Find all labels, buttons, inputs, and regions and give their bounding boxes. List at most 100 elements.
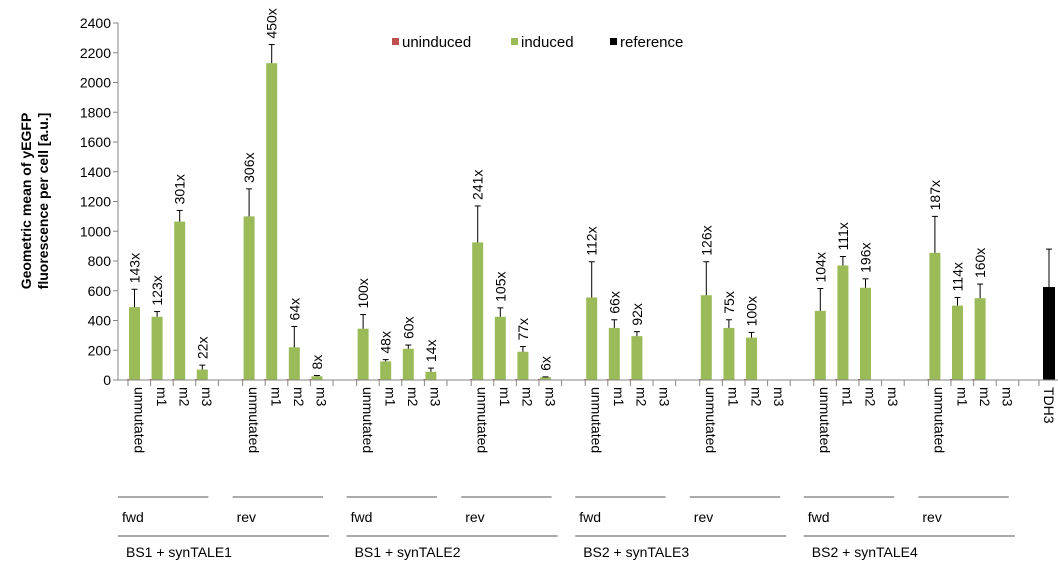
bar-induced — [608, 327, 620, 380]
y-axis: 0 200 400 600 800 1000 1200 1400 1600 1800 2000 220… — [80, 15, 119, 388]
group-label: BS2 + synTALE3 — [583, 544, 689, 560]
bar-induced — [746, 337, 757, 380]
bar-induced — [357, 328, 369, 380]
bar-induced — [174, 221, 186, 380]
x-tick-label: m1 — [497, 387, 513, 407]
x-tick-label: m3 — [542, 387, 558, 407]
fold-change-label: 105x — [492, 271, 508, 301]
fold-change-label: 196x — [858, 242, 874, 272]
bar-induced — [631, 336, 643, 380]
bar-induced — [814, 310, 826, 380]
group-label: BS1 + synTALE2 — [355, 544, 461, 560]
x-tick-label: m2 — [862, 387, 878, 407]
x-tick-label: unmutated — [246, 387, 262, 453]
bar-reference — [1043, 287, 1055, 380]
x-tick-label: m1 — [954, 387, 970, 407]
fold-change-label: 111x — [835, 222, 851, 250]
fold-change-label: 241x — [470, 170, 486, 200]
subgroup-label: fwd — [122, 509, 144, 525]
bar-induced — [837, 265, 849, 380]
legend: uninduced induced reference — [392, 34, 683, 51]
y-tick-label: 2000 — [80, 75, 111, 91]
x-tick-label: m3 — [428, 387, 444, 407]
bar-induced — [540, 377, 551, 380]
bar-induced — [700, 295, 712, 380]
fold-change-label: 301x — [172, 174, 188, 204]
bar-induced — [402, 348, 414, 380]
legend-swatch — [610, 38, 617, 45]
x-tick-label: m1 — [840, 387, 856, 407]
legend-label: reference — [620, 34, 683, 51]
x-tick-label: m2 — [291, 387, 307, 407]
group-labels: fwd rev fwd rev fwd rev fwd rev BS1 + synTALE1 BS… — [118, 496, 1015, 560]
fold-change-label: 114x — [950, 262, 966, 291]
y-tick-label: 800 — [88, 253, 112, 269]
x-tick-label: unmutated — [817, 387, 833, 453]
fold-change-label: 75x — [721, 291, 737, 314]
x-tick-label: unmutated — [360, 387, 376, 453]
y-axis-title-line: Geometric mean of yEGFP — [18, 113, 34, 290]
x-tick-label: m1 — [269, 387, 285, 407]
fold-change-label: 48x — [378, 331, 394, 354]
subgroup-label: fwd — [808, 509, 830, 525]
fold-change-label: 100x — [355, 278, 371, 308]
y-tick-label: 1000 — [80, 223, 111, 239]
bar-induced — [723, 327, 735, 380]
group-label: BS1 + synTALE1 — [126, 544, 232, 560]
x-tick-label: m1 — [726, 387, 742, 407]
bar-induced — [929, 252, 941, 380]
fold-change-label: 92x — [629, 303, 645, 326]
y-tick-label: 1200 — [80, 194, 111, 210]
bar-induced — [494, 316, 506, 380]
x-tick-label: m2 — [177, 387, 193, 407]
fold-change-label: 60x — [400, 316, 416, 339]
fold-change-label: 6x — [538, 356, 554, 371]
fold-change-label: 123x — [149, 275, 165, 305]
x-axis: unmutated m1 m2 m3 unmutated m1 m2 m3 unmutated m… — [118, 379, 1058, 453]
legend-swatch — [392, 38, 399, 45]
x-tick-label: unmutated — [589, 387, 605, 453]
bar-induced — [974, 298, 986, 380]
x-tick-label: TDH3 — [1041, 387, 1057, 424]
bar-induced — [425, 371, 437, 380]
fold-change-label: 104x — [812, 252, 828, 282]
x-tick-label: m3 — [771, 387, 787, 407]
x-tick-label: m2 — [748, 387, 764, 407]
fold-change-label: 187x — [927, 180, 943, 210]
y-tick-label: 600 — [88, 283, 112, 299]
y-tick-label: 0 — [103, 372, 111, 388]
x-tick-label: unmutated — [475, 387, 491, 453]
y-axis-title-line: fluorescence per cell [a.u.] — [35, 113, 51, 290]
x-tick-label: m3 — [314, 387, 330, 407]
fold-change-label: 14x — [423, 340, 439, 363]
fold-change-label: 64x — [286, 298, 302, 321]
x-tick-label: m1 — [154, 387, 170, 407]
bar-induced — [586, 297, 598, 380]
x-tick-label: m2 — [634, 387, 650, 407]
subgroup-label: fwd — [351, 509, 373, 525]
legend-swatch — [511, 38, 518, 45]
y-tick-label: 200 — [88, 342, 112, 358]
subgroup-label: rev — [237, 509, 256, 525]
fold-change-label: 22x — [194, 337, 210, 360]
bar-induced — [266, 63, 278, 380]
bar-induced — [380, 361, 392, 380]
bar-induced — [860, 287, 871, 380]
x-tick-label: unmutated — [932, 387, 948, 453]
y-axis-label: Geometric mean of yEGFPfluorescence per … — [18, 113, 51, 290]
fold-change-label: 8x — [309, 355, 325, 370]
subgroup-label: rev — [465, 509, 484, 525]
fold-change-label: 100x — [744, 296, 760, 326]
y-tick-label: 2200 — [80, 45, 111, 61]
bar-induced — [952, 305, 963, 380]
y-tick-label: 1800 — [80, 104, 111, 120]
fold-change-label: 112x — [584, 226, 600, 255]
fold-change-label: 66x — [606, 291, 622, 314]
fold-change-label: 77x — [515, 318, 531, 341]
subgroup-label: fwd — [579, 509, 601, 525]
subgroup-label: rev — [922, 509, 941, 525]
y-tick-label: 400 — [88, 313, 112, 329]
x-tick-label: m2 — [977, 387, 993, 407]
x-tick-label: m3 — [656, 387, 672, 407]
